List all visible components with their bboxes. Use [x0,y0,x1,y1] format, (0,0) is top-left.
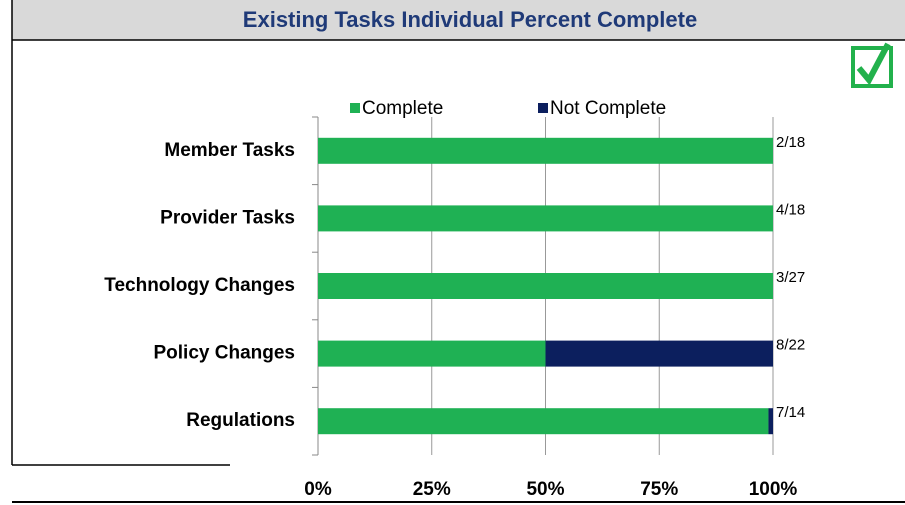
bar-segment [318,340,546,367]
y-tick-label: Provider Tasks [160,207,295,228]
checkbox-icon [851,42,893,88]
header-band [12,0,905,40]
bar-annotation: 4/18 [776,201,805,218]
x-tick-label: 0% [304,479,332,500]
x-tick-label: 50% [526,479,564,500]
bar-segment [318,205,773,232]
bar-segment [768,408,773,435]
legend-swatch [538,103,548,113]
bar-segment [318,137,773,164]
bar-annotation: 8/22 [776,337,805,354]
x-tick-label: 25% [413,479,451,500]
legend-swatch [350,103,360,113]
legend-label: Not Complete [550,98,666,119]
bar-segment [318,273,773,299]
y-tick-label: Policy Changes [154,343,296,364]
bar-segment [545,340,773,367]
y-tick-label: Technology Changes [104,275,295,296]
bar-annotation: 3/27 [776,269,805,286]
chart-title: Existing Tasks Individual Percent Comple… [243,7,697,32]
bar-segment [318,408,769,435]
bar-annotation: 2/18 [776,134,805,151]
y-tick-label: Member Tasks [164,140,295,161]
y-tick-label: Regulations [186,410,295,431]
bar-annotation: 7/14 [776,404,805,421]
legend-label: Complete [362,98,443,119]
x-tick-label: 100% [749,479,798,500]
x-tick-label: 75% [640,479,678,500]
